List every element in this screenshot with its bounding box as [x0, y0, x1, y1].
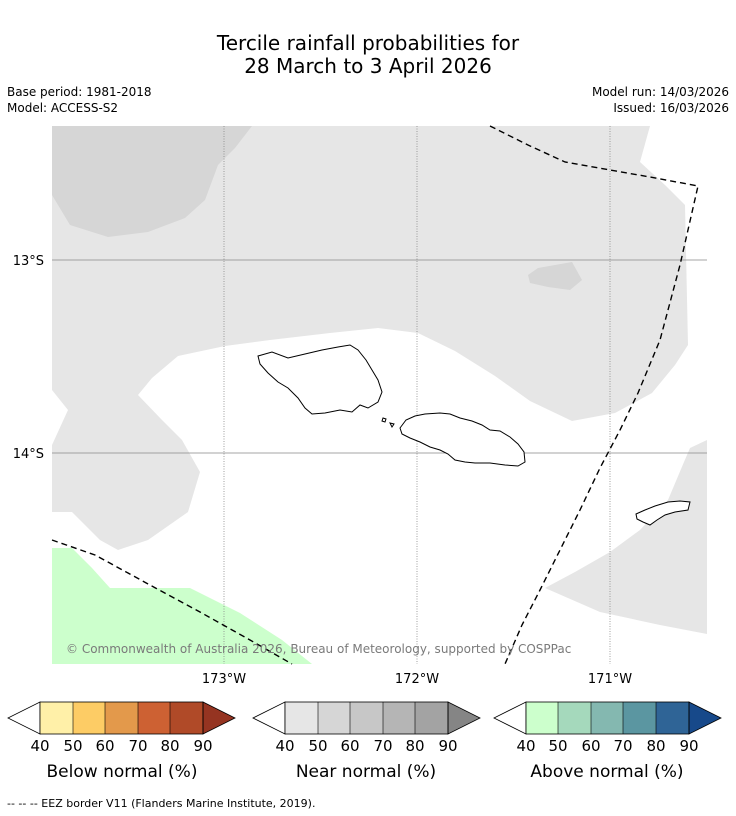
below-tick-80: 80	[160, 737, 179, 755]
model-run: Model run: 14/03/2026	[591, 85, 729, 99]
near-normal-40-region-se	[545, 440, 707, 634]
colorbar-tick-labels: 40 50 60 70 80 90 40 50 60 70 80 90 40 5…	[30, 737, 698, 755]
model-name: Model: ACCESS-S2	[7, 101, 119, 115]
apolima-islet	[389, 422, 395, 428]
below-70-swatch	[138, 702, 170, 734]
lon-label-172w: 172°W	[395, 672, 439, 687]
below-tick-60: 60	[95, 737, 114, 755]
near-normal-50-region	[52, 126, 252, 237]
above-tick-60: 60	[581, 737, 600, 755]
lat-label-13s: 13°S	[13, 254, 44, 269]
above-tick-70: 70	[613, 737, 632, 755]
manono-islet	[381, 417, 387, 423]
below-tick-40: 40	[30, 737, 49, 755]
colorbar-below-title: Below normal (%)	[46, 762, 198, 782]
near-tick-60: 60	[340, 737, 359, 755]
near-tick-90: 90	[438, 737, 457, 755]
below-60-swatch	[105, 702, 138, 734]
colorbar-near-normal	[252, 701, 481, 735]
colorbars: 40 50 60 70 80 90 40 50 60 70 80 90 40 5…	[7, 701, 722, 755]
near-tick-40: 40	[275, 737, 294, 755]
copyright-notice: © Commonwealth of Australia 2026, Bureau…	[66, 642, 571, 656]
near-normal-40-patch	[528, 262, 582, 290]
below-80-swatch	[170, 702, 203, 734]
lat-label-14s: 14°S	[13, 447, 44, 462]
tutuila-island	[635, 500, 691, 526]
near-tick-70: 70	[373, 737, 392, 755]
lon-label-173w: 173°W	[202, 672, 246, 687]
below-50-swatch	[73, 702, 105, 734]
above-tick-40: 40	[516, 737, 535, 755]
above-tick-80: 80	[646, 737, 665, 755]
upolu-island	[399, 412, 526, 467]
chart-title-line1: Tercile rainfall probabilities for	[216, 31, 520, 55]
colorbar-near-title: Near normal (%)	[295, 762, 437, 782]
colorbar-above-normal	[493, 701, 722, 735]
above-tick-50: 50	[548, 737, 567, 755]
issued-date: Issued: 16/03/2026	[613, 101, 729, 115]
lon-label-171w: 171°W	[588, 672, 632, 687]
graticule	[52, 126, 707, 664]
colorbar-above-title: Above normal (%)	[530, 762, 684, 782]
coastlines	[257, 344, 691, 526]
near-normal-40-region	[52, 126, 688, 550]
savaii-island	[257, 344, 383, 415]
near-tick-50: 50	[308, 737, 327, 755]
above-tick-90: 90	[679, 737, 698, 755]
colorbar-below-normal	[7, 701, 236, 735]
near-tick-80: 80	[405, 737, 424, 755]
eez-footnote: -- -- -- EEZ border V11 (Flanders Marine…	[7, 797, 316, 810]
chart-title-line2: 28 March to 3 April 2026	[244, 54, 492, 78]
above-normal-40-region	[52, 548, 312, 664]
below-40-swatch	[40, 702, 73, 734]
eez-border	[51, 125, 699, 665]
below-tick-90: 90	[193, 737, 212, 755]
below-tick-50: 50	[63, 737, 82, 755]
below-tick-70: 70	[128, 737, 147, 755]
base-period: Base period: 1981-2018	[7, 85, 152, 99]
